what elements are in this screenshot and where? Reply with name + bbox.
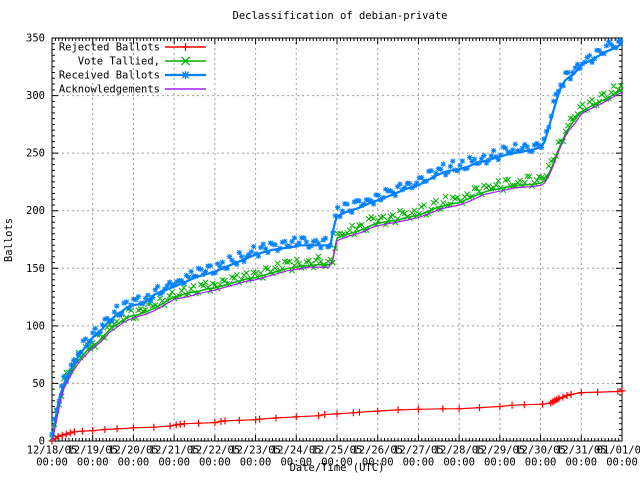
x-tick-label-date: 01/01/06 xyxy=(597,445,640,457)
y-tick-label: 50 xyxy=(32,378,45,390)
y-tick-label: 0 xyxy=(39,436,45,448)
data-series xyxy=(48,38,626,445)
x-tick-label-date: 12/20/05 xyxy=(108,445,159,457)
y-tick-label: 300 xyxy=(26,90,45,102)
x-tick-label-date: 12/27/05 xyxy=(393,445,444,457)
legend-label: Received Ballots xyxy=(59,70,160,82)
legend: Rejected Ballots Vote Tallied, Received Ba… xyxy=(59,42,206,96)
x-tick-label-date: 12/31/05 xyxy=(556,445,607,457)
legend-item-received-ballots: Received Ballots xyxy=(59,70,206,82)
legend-label: Rejected Ballots xyxy=(59,42,160,54)
x-tick-label-time: 00:00 xyxy=(240,457,272,469)
x-tick-labels: 12/18/0500:0012/19/0500:0012/20/0500:001… xyxy=(27,445,640,469)
x-tick-label-time: 00:00 xyxy=(403,457,435,469)
x-tick-label-time: 00:00 xyxy=(565,457,597,469)
legend-item-acknowledgements: Acknowledgements xyxy=(59,84,206,96)
x-tick-label-date: 12/22/05 xyxy=(190,445,241,457)
gridlines xyxy=(52,38,622,441)
y-axis-label: Ballots xyxy=(3,218,15,262)
series-received-ballots xyxy=(49,38,624,442)
x-tick-label-time: 00:00 xyxy=(118,457,150,469)
x-tick-label-date: 12/18/05 xyxy=(27,445,78,457)
legend-item-vote-tallied: Vote Tallied, xyxy=(78,56,206,68)
x-tick-label-time: 00:00 xyxy=(280,457,312,469)
x-tick-label-date: 12/28/05 xyxy=(434,445,485,457)
x-tick-label-time: 00:00 xyxy=(606,457,638,469)
legend-label: Vote Tallied, xyxy=(78,56,160,68)
x-tick-label-time: 00:00 xyxy=(525,457,557,469)
x-tick-label-time: 00:00 xyxy=(321,457,353,469)
chart-title: Declassification of debian-private xyxy=(233,10,448,22)
x-tick-label-time: 00:00 xyxy=(484,457,516,469)
legend-item-rejected-ballots: Rejected Ballots xyxy=(59,42,206,54)
legend-label: Acknowledgements xyxy=(59,84,160,96)
x-axis-label: Date/Time (UTC) xyxy=(290,462,385,474)
x-tick-label-time: 00:00 xyxy=(36,457,68,469)
y-tick-label: 250 xyxy=(26,148,45,160)
y-tick-labels: 0 50 100 150 200 250 300 350 xyxy=(26,33,45,448)
y-tick-label: 100 xyxy=(26,320,45,332)
x-tick-label-date: 12/19/05 xyxy=(67,445,118,457)
x-tick-label-time: 00:00 xyxy=(199,457,231,469)
x-tick-label-date: 12/25/05 xyxy=(312,445,363,457)
x-tick-label-date: 12/30/05 xyxy=(515,445,566,457)
x-tick-label-time: 00:00 xyxy=(77,457,109,469)
x-tick-label-time: 00:00 xyxy=(443,457,475,469)
x-tick-label-time: 00:00 xyxy=(158,457,190,469)
y-tick-label: 200 xyxy=(26,205,45,217)
plot-border xyxy=(51,37,623,442)
x-tick-label-date: 12/23/05 xyxy=(230,445,281,457)
x-tick-label-date: 12/29/05 xyxy=(475,445,526,457)
x-tick-label-time: 00:00 xyxy=(362,457,394,469)
series-vote-tallied xyxy=(49,82,624,442)
x-tick-label-date: 12/26/05 xyxy=(352,445,403,457)
y-tick-label: 150 xyxy=(26,263,45,275)
x-tick-label-date: 12/21/05 xyxy=(149,445,200,457)
y-tick-label: 350 xyxy=(26,33,45,45)
series-acknowledgements xyxy=(51,91,623,442)
x-tick-label-date: 12/24/05 xyxy=(271,445,322,457)
